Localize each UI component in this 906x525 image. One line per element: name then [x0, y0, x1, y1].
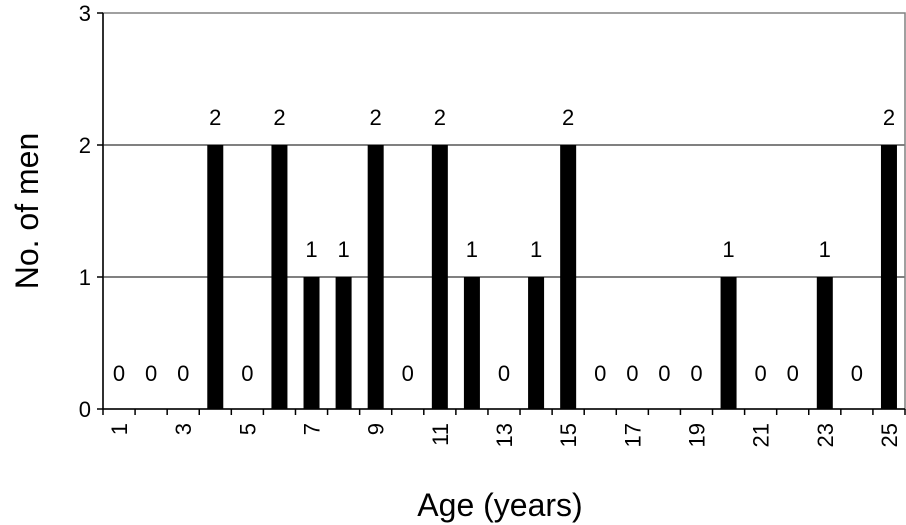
x-axis-title: Age (years) — [417, 487, 582, 523]
data-label-age-12: 1 — [466, 237, 478, 262]
data-label-age-24: 0 — [851, 361, 863, 386]
data-label-age-19: 0 — [690, 361, 702, 386]
bar-age-4 — [207, 145, 224, 409]
data-label-age-13: 0 — [498, 361, 510, 386]
data-label-age-23: 1 — [819, 237, 831, 262]
bar-age-14 — [528, 277, 545, 409]
x-tick-label: 17 — [620, 423, 645, 447]
x-tick-label: 23 — [813, 423, 838, 447]
x-tick-label: 7 — [300, 423, 325, 435]
x-tick-label: 3 — [171, 423, 196, 435]
x-tick-label: 5 — [235, 423, 260, 435]
x-axis: 1 3 5 7 9 11 13 15 17 19 21 23 25 — [102, 408, 906, 447]
data-label-age-20: 1 — [722, 237, 734, 262]
x-tick-label: 19 — [684, 423, 709, 447]
data-label-age-7: 1 — [305, 237, 317, 262]
x-tick-label: 21 — [749, 423, 774, 447]
x-tick-label: 9 — [364, 423, 389, 435]
bar-age-11 — [431, 145, 448, 409]
data-label-age-11: 2 — [434, 105, 446, 130]
bar-age-20 — [720, 277, 737, 409]
bar-age-9 — [367, 145, 384, 409]
data-label-age-4: 2 — [209, 105, 221, 130]
data-label-age-16: 0 — [594, 361, 606, 386]
data-label-age-15: 2 — [562, 105, 574, 130]
data-label-age-14: 1 — [530, 237, 542, 262]
x-tick-label: 15 — [556, 423, 581, 447]
x-tick-label: 11 — [428, 423, 453, 446]
data-label-age-6: 2 — [273, 105, 285, 130]
data-label-age-8: 1 — [337, 237, 349, 262]
data-label-age-17: 0 — [626, 361, 638, 386]
data-label-age-25: 2 — [883, 105, 895, 130]
data-label-age-1: 0 — [113, 361, 125, 386]
y-tick-label: 1 — [79, 265, 91, 290]
y-tick-label: 0 — [79, 397, 91, 422]
x-tick-label: 13 — [492, 423, 517, 447]
y-axis: 0 1 2 3 — [79, 1, 104, 422]
y-axis-title: No. of men — [9, 133, 45, 290]
bars — [207, 145, 897, 409]
data-label-age-18: 0 — [658, 361, 670, 386]
gridlines — [103, 12, 905, 278]
bar-age-7 — [303, 277, 320, 409]
data-label-age-10: 0 — [402, 361, 414, 386]
plot-area-frame — [102, 12, 906, 410]
data-label-age-22: 0 — [787, 361, 799, 386]
bar-age-12 — [463, 277, 480, 409]
x-tick-label: 25 — [877, 423, 902, 447]
bar-age-23 — [816, 277, 833, 409]
data-label-age-9: 2 — [370, 105, 382, 130]
y-tick-label: 3 — [79, 1, 91, 26]
y-tick-label: 2 — [79, 133, 91, 158]
data-label-age-21: 0 — [755, 361, 767, 386]
bar-age-15 — [560, 145, 577, 409]
data-label-age-5: 0 — [241, 361, 253, 386]
bar-age-6 — [271, 145, 288, 409]
data-label-age-3: 0 — [177, 361, 189, 386]
bar-age-8 — [335, 277, 352, 409]
x-tick-label: 1 — [107, 423, 132, 435]
bar-age-25 — [880, 145, 897, 409]
data-label-age-2: 0 — [145, 361, 157, 386]
